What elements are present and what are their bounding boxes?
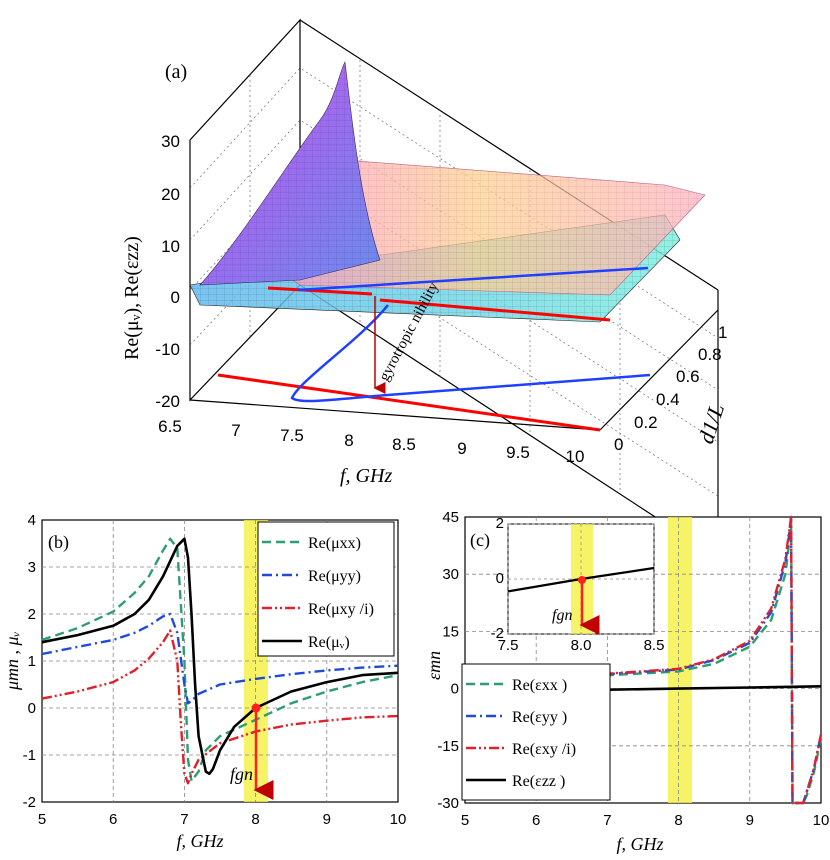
- x-tick: 9: [457, 439, 466, 458]
- x-tick-label: 8: [251, 811, 259, 828]
- legend-label: Re(εxx ): [512, 677, 567, 694]
- panel-c-legend-items: Re(εxx ) Re(εyy ) Re(εxy /i) Re(εzz ): [466, 677, 576, 790]
- series-line: [41, 537, 399, 783]
- panel-b-ylabel: μmn , μᵥ: [2, 631, 22, 691]
- x-tick: 9.5: [506, 443, 530, 462]
- panel-a-x-ticks: 6.5 7 7.5 8 8.5 9 9.5 10: [158, 417, 584, 466]
- panel-b-fgn-marker: [251, 703, 261, 713]
- panel-c-plot: 5 6 7 8 9 10 -30 -15 0 15 30 45 (c) 7.5 8.0 8.5 -2 0 2 f…: [424, 509, 829, 854]
- panel-b-series: [41, 537, 399, 785]
- z-tick: -20: [155, 392, 180, 411]
- y-tick-label: -30: [437, 795, 459, 812]
- inset-x-tick: 7.5: [498, 637, 519, 654]
- y-tick: 0.8: [698, 345, 722, 364]
- panel-a-mu-mesh: [200, 62, 380, 285]
- panel-b-fgn-label: fgn: [230, 764, 253, 784]
- y-tick-label: -15: [437, 738, 459, 755]
- z-tick: 0: [171, 288, 180, 307]
- y-tick-label: 2: [28, 606, 36, 623]
- x-tick-label: 6: [532, 812, 540, 829]
- panel-c-fgn-label: fgn: [552, 607, 572, 624]
- panel-c-fgn-marker: [578, 576, 586, 584]
- panel-b-legend: [257, 521, 395, 657]
- x-tick-label: 10: [390, 811, 407, 828]
- panel-a-y-ticks: 0 0.2 0.4 0.6 0.8 1: [614, 323, 727, 454]
- y-tick-label: 30: [442, 566, 459, 583]
- y-tick-label: 4: [28, 512, 36, 529]
- z-tick: 20: [161, 185, 180, 204]
- legend-label: Re(μxy /i): [308, 601, 374, 618]
- legend-label: Re(μxx): [308, 535, 361, 552]
- panel-a-z-ticks: 30 20 10 0 -10 -20: [155, 132, 180, 411]
- x-tick-label: 10: [813, 812, 830, 829]
- panel-b-ticks: 5 6 7 8 9 10 -2 -1 0 1 2 3 4: [23, 512, 407, 828]
- inset-y-tick: 2: [496, 515, 504, 532]
- x-tick: 8.5: [392, 435, 416, 454]
- x-tick-label: 7: [603, 812, 611, 829]
- x-tick-label: 9: [323, 811, 331, 828]
- x-tick: 7: [231, 421, 240, 440]
- x-tick: 6.5: [158, 417, 182, 436]
- x-tick: 7.5: [280, 426, 304, 445]
- y-tick-label: 0: [28, 700, 36, 717]
- y-tick-label: 1: [28, 653, 36, 670]
- panel-a-label: (a): [165, 61, 187, 83]
- z-tick: 30: [161, 132, 180, 151]
- panel-b-label: (b): [48, 532, 69, 553]
- inset-y-tick: -2: [491, 625, 504, 642]
- z-tick: -10: [155, 340, 180, 359]
- inset-x-tick: 8.5: [644, 637, 665, 654]
- panel-c-xlabel: f, GHz: [616, 834, 663, 854]
- panel-a-red-line-top: [267, 286, 373, 296]
- series-line: [41, 537, 399, 776]
- legend-label: Re(μᵥ): [308, 634, 350, 651]
- panel-a-red-line-right: [379, 298, 611, 322]
- panel-a-blue-curve-bottom: [290, 304, 651, 403]
- y-tick: 0.6: [676, 367, 700, 386]
- x-tick-label: 5: [461, 812, 469, 829]
- y-tick-label: 45: [442, 509, 459, 526]
- y-tick: 1: [718, 323, 727, 342]
- panel-c-ticks: 5 6 7 8 9 10 -30 -15 0 15 30 45: [437, 509, 829, 829]
- series-line: [464, 515, 823, 805]
- legend-label: Re(εyy ): [512, 709, 567, 726]
- panel-b-legend-items: Re(μxx) Re(μyy) Re(μxy /i) Re(μᵥ): [262, 535, 374, 651]
- panel-c-legend: [461, 663, 611, 801]
- panel-c-highlight-band: [668, 517, 692, 803]
- y-tick-label: 3: [28, 559, 36, 576]
- y-tick: 0.2: [634, 413, 658, 432]
- y-tick: 0.4: [656, 390, 680, 409]
- series-line: [41, 612, 399, 705]
- x-tick-label: 8: [674, 812, 682, 829]
- panel-a-zlabel: Re(μᵥ), Re(εzz): [121, 236, 143, 360]
- x-tick-label: 5: [38, 811, 46, 828]
- legend-label: Re(εxy /i): [512, 741, 576, 758]
- x-tick-label: 9: [746, 812, 754, 829]
- y-tick-label: 0: [451, 681, 459, 698]
- y-tick-label: -2: [23, 794, 36, 811]
- x-tick: 10: [566, 447, 585, 466]
- x-tick: 8: [344, 431, 353, 450]
- panel-c-ylabel: εmn: [424, 651, 444, 680]
- y-tick-label: 15: [442, 623, 459, 640]
- panel-c-label: (c): [470, 530, 490, 551]
- y-tick: 0: [614, 435, 623, 454]
- inset-y-tick: 0: [496, 570, 504, 587]
- panel-a-3d-plot: gyrotropic nihility 30 20 10 0 -10 -20 6…: [121, 18, 729, 559]
- series-line: [41, 629, 399, 785]
- z-tick: 10: [161, 237, 180, 256]
- x-tick-label: 6: [109, 811, 117, 828]
- inset-x-tick: 8.0: [571, 637, 592, 654]
- legend-label: Re(εzz ): [512, 773, 565, 790]
- y-tick-label: -1: [23, 747, 36, 764]
- panel-b-xlabel: f, GHz: [176, 831, 223, 851]
- panel-a-red-line-bottom: [217, 373, 601, 432]
- x-tick-label: 7: [180, 811, 188, 828]
- panel-a-xlabel: f, GHz: [340, 465, 392, 487]
- legend-label: Re(μyy): [308, 568, 361, 585]
- panel-a-blue-line-top: [297, 266, 649, 292]
- panel-a-ylabel: d1/L: [693, 400, 729, 446]
